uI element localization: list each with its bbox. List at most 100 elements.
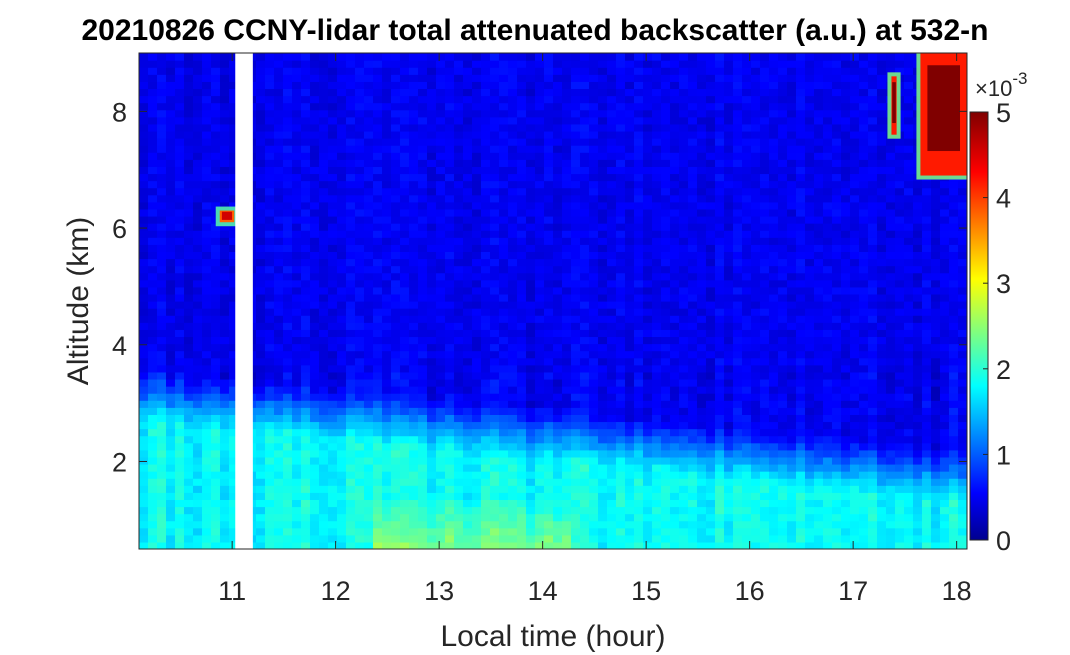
heatmap-cell <box>175 208 185 217</box>
heatmap-cell <box>535 215 545 224</box>
heatmap-cell <box>652 279 662 288</box>
heatmap-cell <box>616 215 626 224</box>
heatmap-cell <box>346 159 356 167</box>
heatmap-cell <box>409 492 419 500</box>
heatmap-cell <box>598 237 608 245</box>
heatmap-cell <box>715 109 725 118</box>
heatmap-cell <box>382 329 392 338</box>
heatmap-cell <box>427 378 437 387</box>
heatmap-cell <box>148 138 158 146</box>
heatmap-cell <box>616 527 626 536</box>
heatmap-cell <box>625 499 635 508</box>
heatmap-cell <box>535 350 545 359</box>
heatmap-cell <box>463 400 473 408</box>
heatmap-cell <box>373 378 383 387</box>
heatmap-cell <box>598 95 608 104</box>
heatmap-cell <box>508 81 518 90</box>
heatmap-cell <box>733 407 743 415</box>
heatmap-cell <box>292 463 302 472</box>
heatmap-cell <box>562 350 572 359</box>
heatmap-cell <box>517 350 527 359</box>
heatmap-cell <box>571 88 581 97</box>
heatmap-cell <box>292 386 302 394</box>
heatmap-cell <box>733 471 743 479</box>
heatmap-cell <box>553 258 563 267</box>
heatmap-cell <box>256 145 266 153</box>
heatmap-cell <box>697 350 707 359</box>
heatmap-cell <box>337 123 347 132</box>
heatmap-cell <box>508 102 518 111</box>
heatmap-cell <box>283 301 293 309</box>
heatmap-cell <box>643 463 653 472</box>
heatmap-cell <box>652 95 662 104</box>
heatmap-cell <box>562 322 572 330</box>
heatmap-cell <box>418 67 428 75</box>
heatmap-cell <box>436 456 446 465</box>
heatmap-cell <box>517 123 527 132</box>
heatmap-cell <box>535 506 545 515</box>
heatmap-cell <box>616 187 626 196</box>
heatmap-cell <box>661 315 671 323</box>
heatmap-cell <box>166 463 176 472</box>
heatmap-cell <box>769 279 779 288</box>
heatmap-cell <box>301 400 311 408</box>
heatmap-cell <box>553 67 563 75</box>
heatmap-cell <box>706 109 716 118</box>
heatmap-cell <box>211 244 221 252</box>
heatmap-cell <box>598 308 608 316</box>
heatmap-cell <box>499 286 509 295</box>
heatmap-cell <box>580 194 590 203</box>
heatmap-cell <box>553 520 563 529</box>
heatmap-cell <box>526 393 536 401</box>
heatmap-cell <box>616 244 626 252</box>
heatmap-cell <box>166 286 176 295</box>
heatmap-cell <box>679 329 689 338</box>
heatmap-cell <box>202 308 212 316</box>
heatmap-cell <box>337 237 347 245</box>
heatmap-cell <box>571 463 581 472</box>
heatmap-cell <box>409 506 419 515</box>
heatmap-cell <box>256 343 266 352</box>
heatmap-cell <box>625 520 635 529</box>
heatmap-cell <box>337 166 347 175</box>
heatmap-cell <box>751 123 761 132</box>
heatmap-cell <box>571 123 581 132</box>
heatmap-cell <box>220 237 230 245</box>
heatmap-cell <box>724 541 734 549</box>
heatmap-cell <box>454 173 464 182</box>
heatmap-cell <box>229 506 239 515</box>
heatmap-cell <box>535 485 545 493</box>
heatmap-cell <box>337 208 347 217</box>
heatmap-cell <box>697 393 707 401</box>
heatmap-cell <box>553 116 563 125</box>
heatmap-cell <box>481 145 491 153</box>
heatmap-cell <box>625 463 635 472</box>
heatmap-cell <box>274 180 284 189</box>
heatmap-cell <box>139 407 149 415</box>
heatmap-cell <box>400 102 410 111</box>
heatmap-cell <box>436 145 446 153</box>
heatmap-cell <box>319 492 329 500</box>
heatmap-cell <box>193 201 203 210</box>
heatmap-cell <box>193 180 203 189</box>
heatmap-cell <box>553 336 563 345</box>
heatmap-cell <box>274 123 284 132</box>
heatmap-cell <box>517 435 527 444</box>
heatmap-cell <box>562 293 572 302</box>
heatmap-cell <box>337 520 347 529</box>
heatmap-cell <box>265 138 275 146</box>
heatmap-cell <box>148 95 158 104</box>
heatmap-cell <box>697 286 707 295</box>
heatmap-cell <box>499 74 509 82</box>
heatmap-cell <box>670 315 680 323</box>
heatmap-cell <box>355 187 365 196</box>
heatmap-cell <box>697 138 707 146</box>
heatmap-cell <box>265 180 275 189</box>
heatmap-cell <box>427 435 437 444</box>
heatmap-cell <box>742 506 752 515</box>
heatmap-cell <box>715 421 725 430</box>
heatmap-cell <box>346 435 356 444</box>
heatmap-cell <box>301 499 311 508</box>
heatmap-cell <box>400 386 410 394</box>
heatmap-cell <box>166 187 176 196</box>
